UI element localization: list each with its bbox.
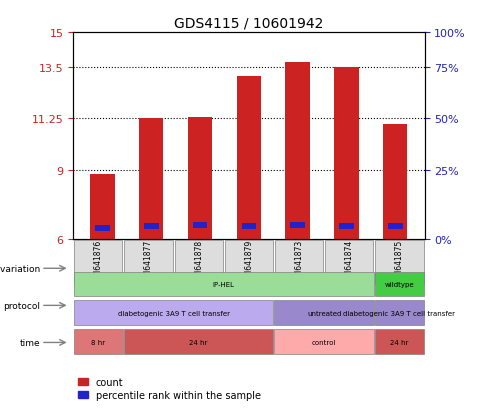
Bar <box>383 125 407 240</box>
Bar <box>237 77 261 240</box>
Text: 24 hr: 24 hr <box>390 339 408 345</box>
Text: protocol: protocol <box>3 301 41 310</box>
Text: GSM641879: GSM641879 <box>244 239 253 285</box>
FancyBboxPatch shape <box>375 301 424 325</box>
Text: untreated: untreated <box>307 310 342 316</box>
Bar <box>388 223 403 229</box>
Title: GDS4115 / 10601942: GDS4115 / 10601942 <box>174 17 324 31</box>
Text: diabetogenic 3A9 T cell transfer: diabetogenic 3A9 T cell transfer <box>118 310 229 316</box>
Text: IP-HEL: IP-HEL <box>213 281 235 287</box>
FancyBboxPatch shape <box>375 240 424 284</box>
Text: GSM641876: GSM641876 <box>94 239 103 285</box>
Legend: count, percentile rank within the sample: count, percentile rank within the sample <box>78 377 261 400</box>
Text: wildtype: wildtype <box>385 281 414 287</box>
FancyBboxPatch shape <box>124 330 273 354</box>
Bar <box>139 119 163 240</box>
FancyBboxPatch shape <box>275 240 323 284</box>
FancyBboxPatch shape <box>74 330 123 354</box>
Bar <box>90 174 115 240</box>
FancyBboxPatch shape <box>274 301 374 325</box>
FancyBboxPatch shape <box>225 240 273 284</box>
Text: GSM641878: GSM641878 <box>194 239 203 285</box>
Text: control: control <box>312 339 336 345</box>
Bar <box>193 222 207 228</box>
Text: GSM641873: GSM641873 <box>295 239 304 285</box>
Bar <box>339 223 354 229</box>
Bar <box>242 223 256 229</box>
Bar <box>95 226 110 232</box>
FancyBboxPatch shape <box>74 240 122 284</box>
Text: time: time <box>20 338 41 347</box>
Text: GSM641875: GSM641875 <box>395 239 404 285</box>
Bar <box>290 222 305 228</box>
Text: GSM641877: GSM641877 <box>144 239 153 285</box>
Text: GSM641874: GSM641874 <box>345 239 354 285</box>
FancyBboxPatch shape <box>74 272 374 296</box>
Text: diabetogenic 3A9 T cell transfer: diabetogenic 3A9 T cell transfer <box>344 310 455 316</box>
Text: 24 hr: 24 hr <box>189 339 208 345</box>
FancyBboxPatch shape <box>274 330 374 354</box>
Bar <box>144 223 159 229</box>
Bar <box>188 118 212 240</box>
FancyBboxPatch shape <box>325 240 373 284</box>
Bar <box>334 67 359 240</box>
Bar <box>285 63 310 240</box>
Text: 8 hr: 8 hr <box>91 339 105 345</box>
FancyBboxPatch shape <box>124 240 173 284</box>
FancyBboxPatch shape <box>375 272 424 296</box>
Text: genotype/variation: genotype/variation <box>0 264 41 273</box>
FancyBboxPatch shape <box>375 330 424 354</box>
FancyBboxPatch shape <box>74 301 273 325</box>
FancyBboxPatch shape <box>175 240 223 284</box>
